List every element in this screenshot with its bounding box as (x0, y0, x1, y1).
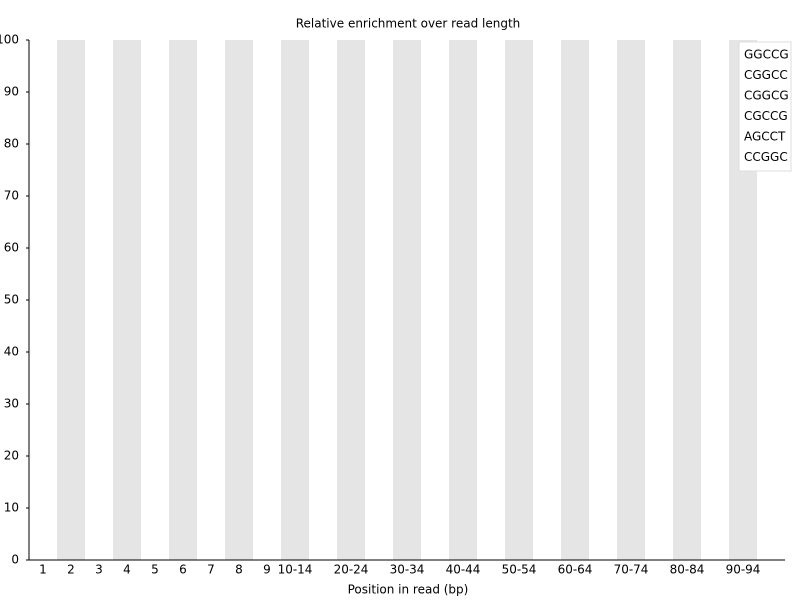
stripe (337, 40, 365, 560)
x-tick-label: 7 (207, 563, 215, 577)
stripe (225, 40, 253, 560)
x-tick-label: 60-64 (558, 563, 593, 577)
legend-box (738, 41, 792, 172)
stripe (673, 40, 701, 560)
stripe (113, 40, 141, 560)
stripe (505, 40, 533, 560)
y-tick-label: 20 (4, 449, 19, 463)
x-tick-label: 30-34 (390, 563, 425, 577)
x-tick-label: 1 (39, 563, 47, 577)
x-tick-label: 80-84 (670, 563, 705, 577)
x-tick-label: 20-24 (334, 563, 369, 577)
stripe (57, 40, 85, 560)
legend-entry: CGGCC (744, 68, 788, 82)
stripe (169, 40, 197, 560)
y-tick-label: 60 (4, 241, 19, 255)
x-tick-label: 40-44 (446, 563, 481, 577)
x-tick-label: 6 (179, 563, 187, 577)
stripe (393, 40, 421, 560)
legend-entry: GGCCG (744, 48, 789, 62)
chart-title: Relative enrichment over read length (296, 17, 521, 31)
y-tick-label: 90 (4, 85, 19, 99)
y-tick-label: 70 (4, 189, 19, 203)
stripe (617, 40, 645, 560)
legend-entry: CCGGC (744, 150, 788, 164)
x-tick-label: 9 (263, 563, 271, 577)
stripe (281, 40, 309, 560)
stripe (561, 40, 589, 560)
y-tick-label: 40 (4, 345, 19, 359)
y-tick-label: 100 (0, 33, 19, 47)
stripe (449, 40, 477, 560)
x-tick-label: 8 (235, 563, 243, 577)
y-tick-label: 50 (4, 293, 19, 307)
x-tick-label: 70-74 (614, 563, 649, 577)
legend-entry: CGGCG (744, 89, 789, 103)
y-tick-label: 0 (11, 553, 19, 567)
legend: GGCCG CGGCC CGGCG CGCCG AGCCT CCGGC (738, 41, 792, 172)
legend-entry: AGCCT (744, 130, 786, 144)
y-tick-label: 30 (4, 397, 19, 411)
x-tick-label: 50-54 (502, 563, 537, 577)
x-tick-label: 90-94 (726, 563, 761, 577)
y-tick-label: 10 (4, 501, 19, 515)
x-tick-label: 10-14 (278, 563, 313, 577)
y-tick-label: 80 (4, 137, 19, 151)
x-tick-label: 3 (95, 563, 103, 577)
x-axis-label: Position in read (bp) (348, 583, 469, 597)
x-tick-label: 5 (151, 563, 159, 577)
x-tick-label: 4 (123, 563, 131, 577)
legend-entry: CGCCG (744, 109, 788, 123)
x-tick-label: 2 (67, 563, 75, 577)
